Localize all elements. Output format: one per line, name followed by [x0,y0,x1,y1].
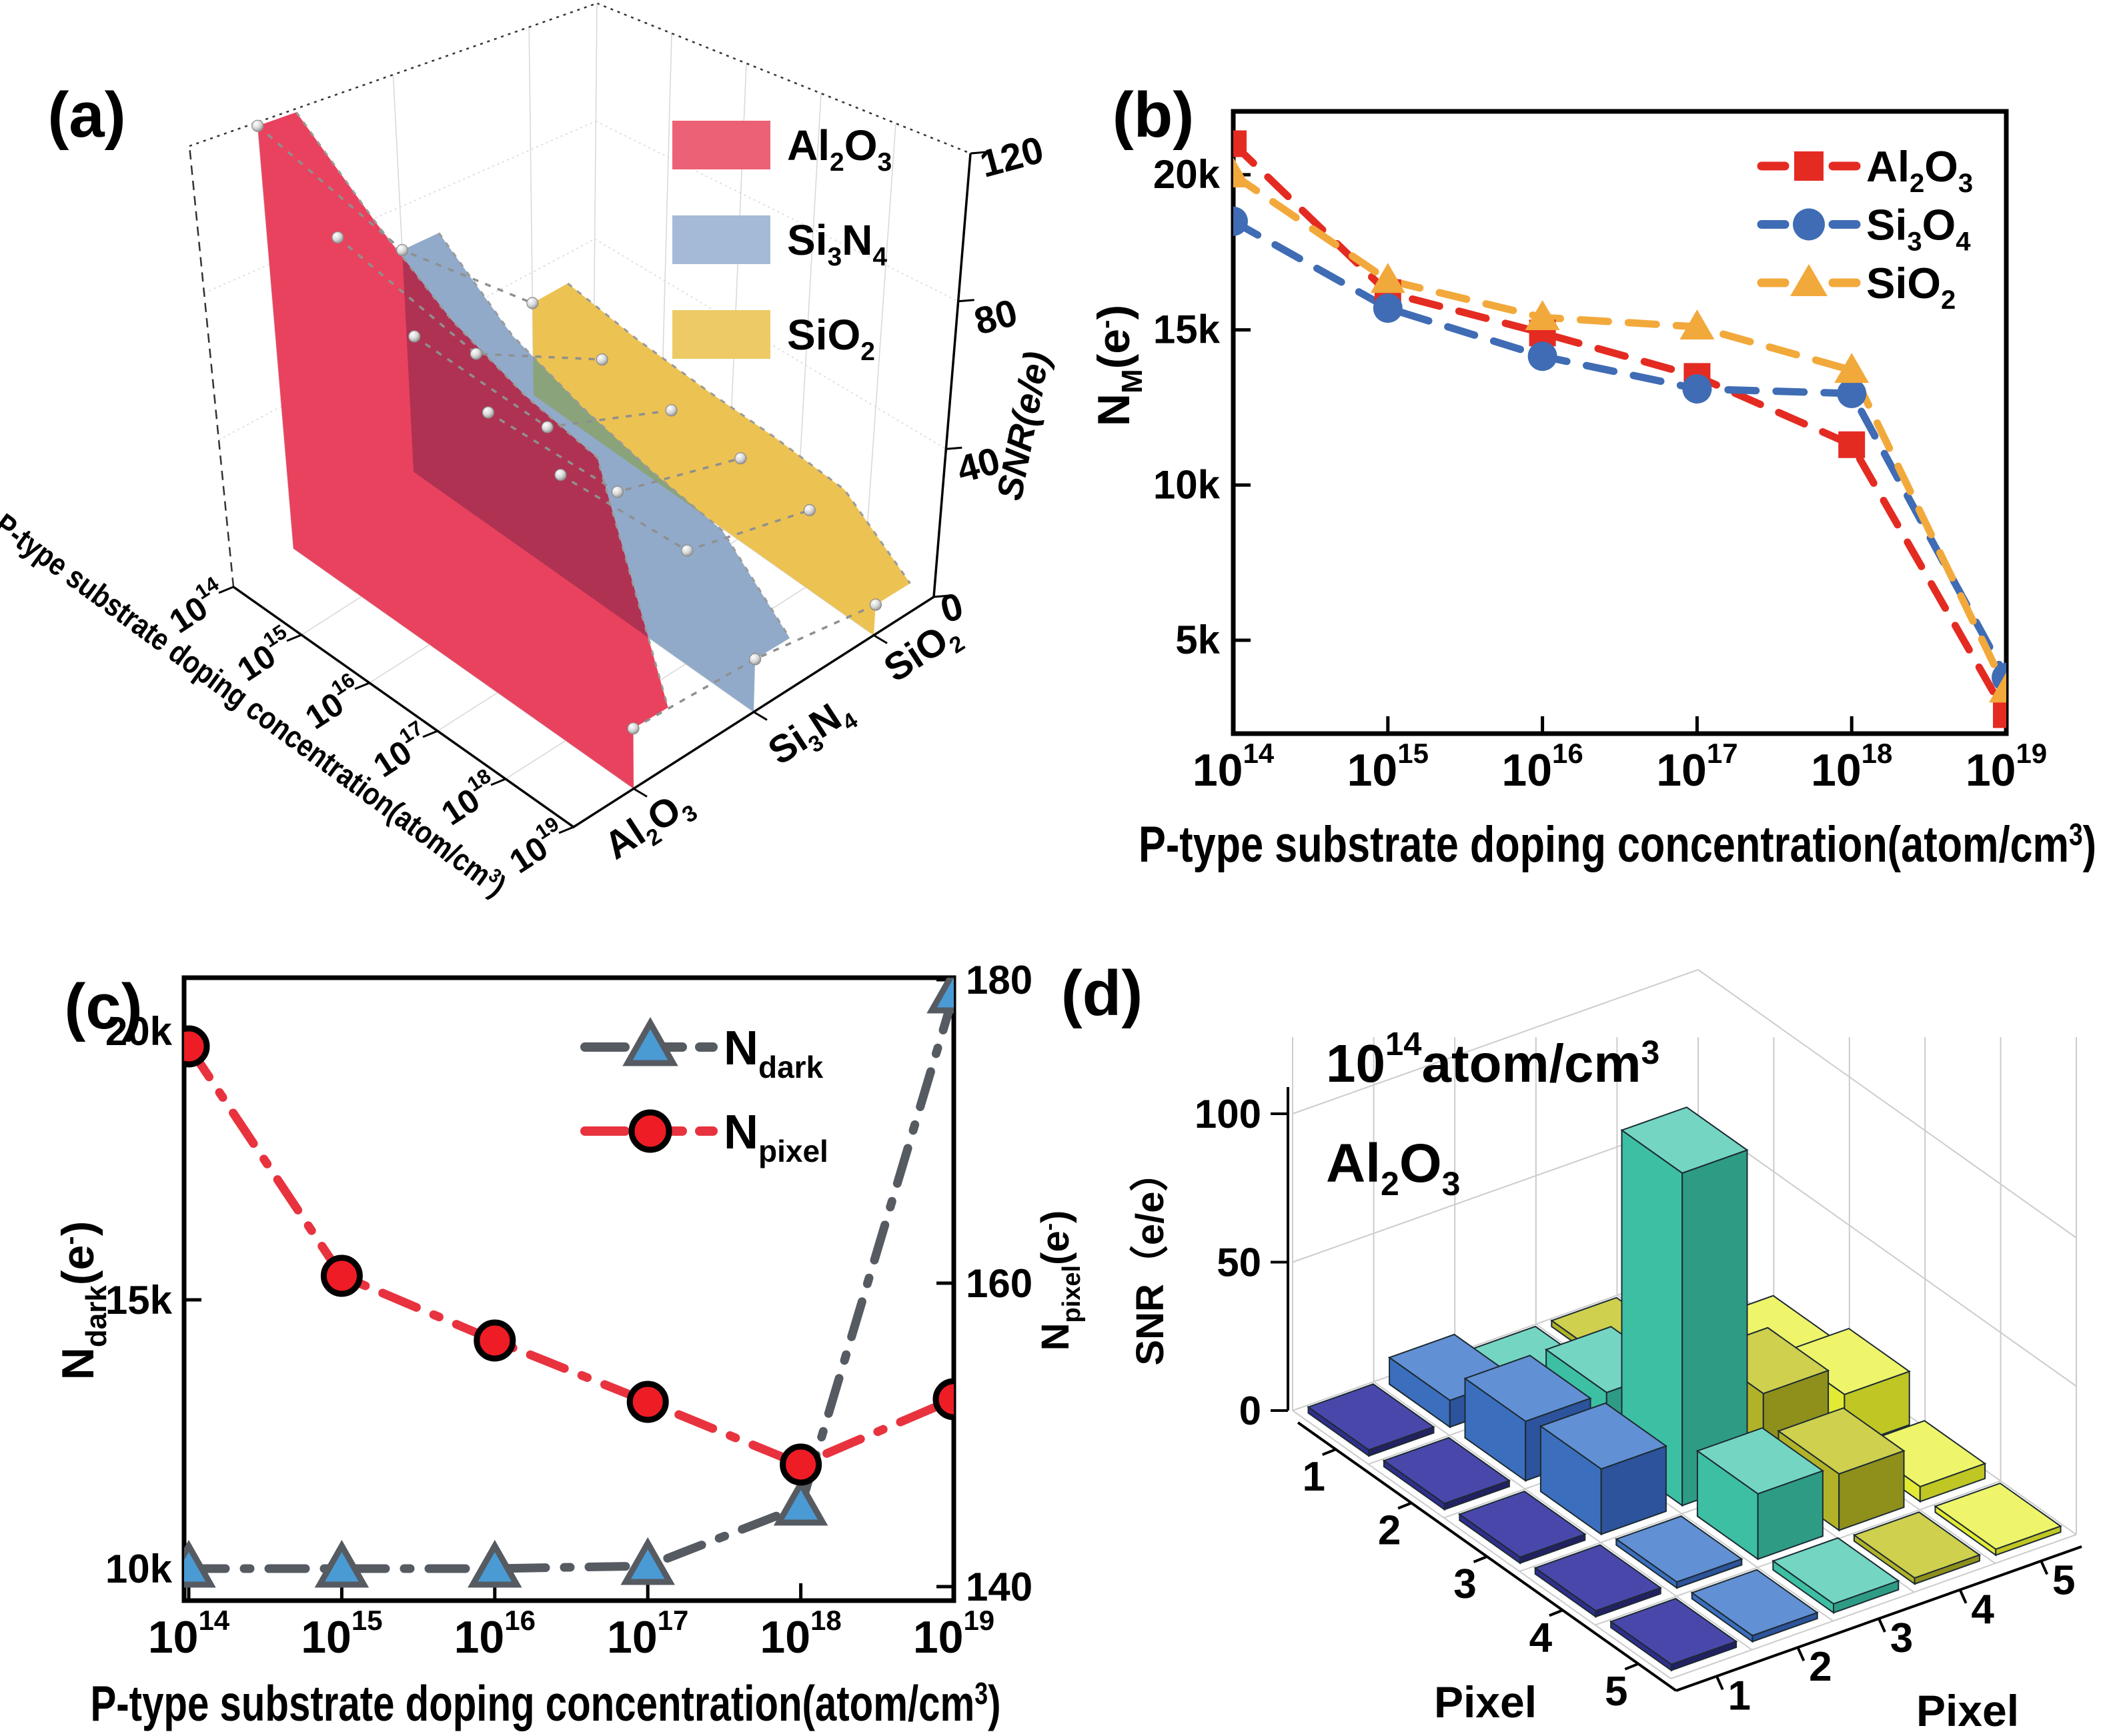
svg-text:5k: 5k [1175,618,1220,662]
svg-text:4: 4 [1971,1587,1994,1633]
svg-text:10k: 10k [1153,462,1221,507]
svg-text:5: 5 [1605,1669,1627,1715]
svg-text:140: 140 [966,1565,1032,1609]
svg-text:Al2O3​: Al2O3​ [1326,1133,1460,1202]
svg-text:20k: 20k [105,1009,173,1054]
svg-text:Pixel: Pixel [1434,1677,1537,1727]
svg-text:10k: 10k [105,1547,173,1591]
svg-text:160: 160 [966,1261,1032,1306]
svg-text:(d): (d) [1061,958,1143,1029]
svg-text:P-type substrate doping concen: P-type substrate doping concentration(at… [90,1675,1000,1731]
svg-text:5: 5 [2052,1558,2075,1604]
svg-text:P-type substrate doping concen: P-type substrate doping concentration(at… [1139,816,2096,873]
svg-text:50: 50 [1217,1240,1261,1285]
svg-text:SiO2​: SiO2​ [787,311,875,366]
svg-text:Al2O3​: Al2O3​ [1866,142,1973,198]
svg-text:(b): (b) [1113,79,1195,151]
svg-text:SiO2​: SiO2​ [1866,259,1956,315]
svg-text:3: 3 [1453,1561,1476,1607]
svg-text:(a): (a) [47,79,125,151]
svg-text:Si3O4​: Si3O4​ [1866,201,1971,257]
svg-text:2: 2 [1378,1508,1401,1554]
svg-text:1014​atom/cm3​: 1014​atom/cm3​ [1326,1026,1659,1093]
svg-text:180: 180 [966,958,1032,1002]
svg-text:Al2O3​: Al2O3​ [787,121,892,177]
svg-text:(c): (c) [64,971,142,1042]
svg-text:100: 100 [1195,1092,1261,1136]
svg-text:15k: 15k [105,1278,173,1323]
svg-text:3: 3 [1890,1615,1913,1661]
svg-text:1: 1 [1302,1454,1325,1500]
svg-text:4: 4 [1529,1615,1553,1661]
svg-text:Pixel: Pixel [1916,1686,2019,1733]
svg-text:20k: 20k [1153,152,1221,197]
svg-text:15k: 15k [1153,307,1221,352]
svg-text:SNR（e/e）: SNR（e/e） [1129,1152,1172,1365]
svg-text:1: 1 [1728,1673,1751,1719]
svg-text:0: 0 [1239,1389,1261,1433]
svg-text:NM​(e-​): NM​(e-​) [1089,305,1149,426]
svg-text:2: 2 [1809,1644,1832,1690]
svg-text:Si3N4​: Si3N4​ [787,216,887,271]
